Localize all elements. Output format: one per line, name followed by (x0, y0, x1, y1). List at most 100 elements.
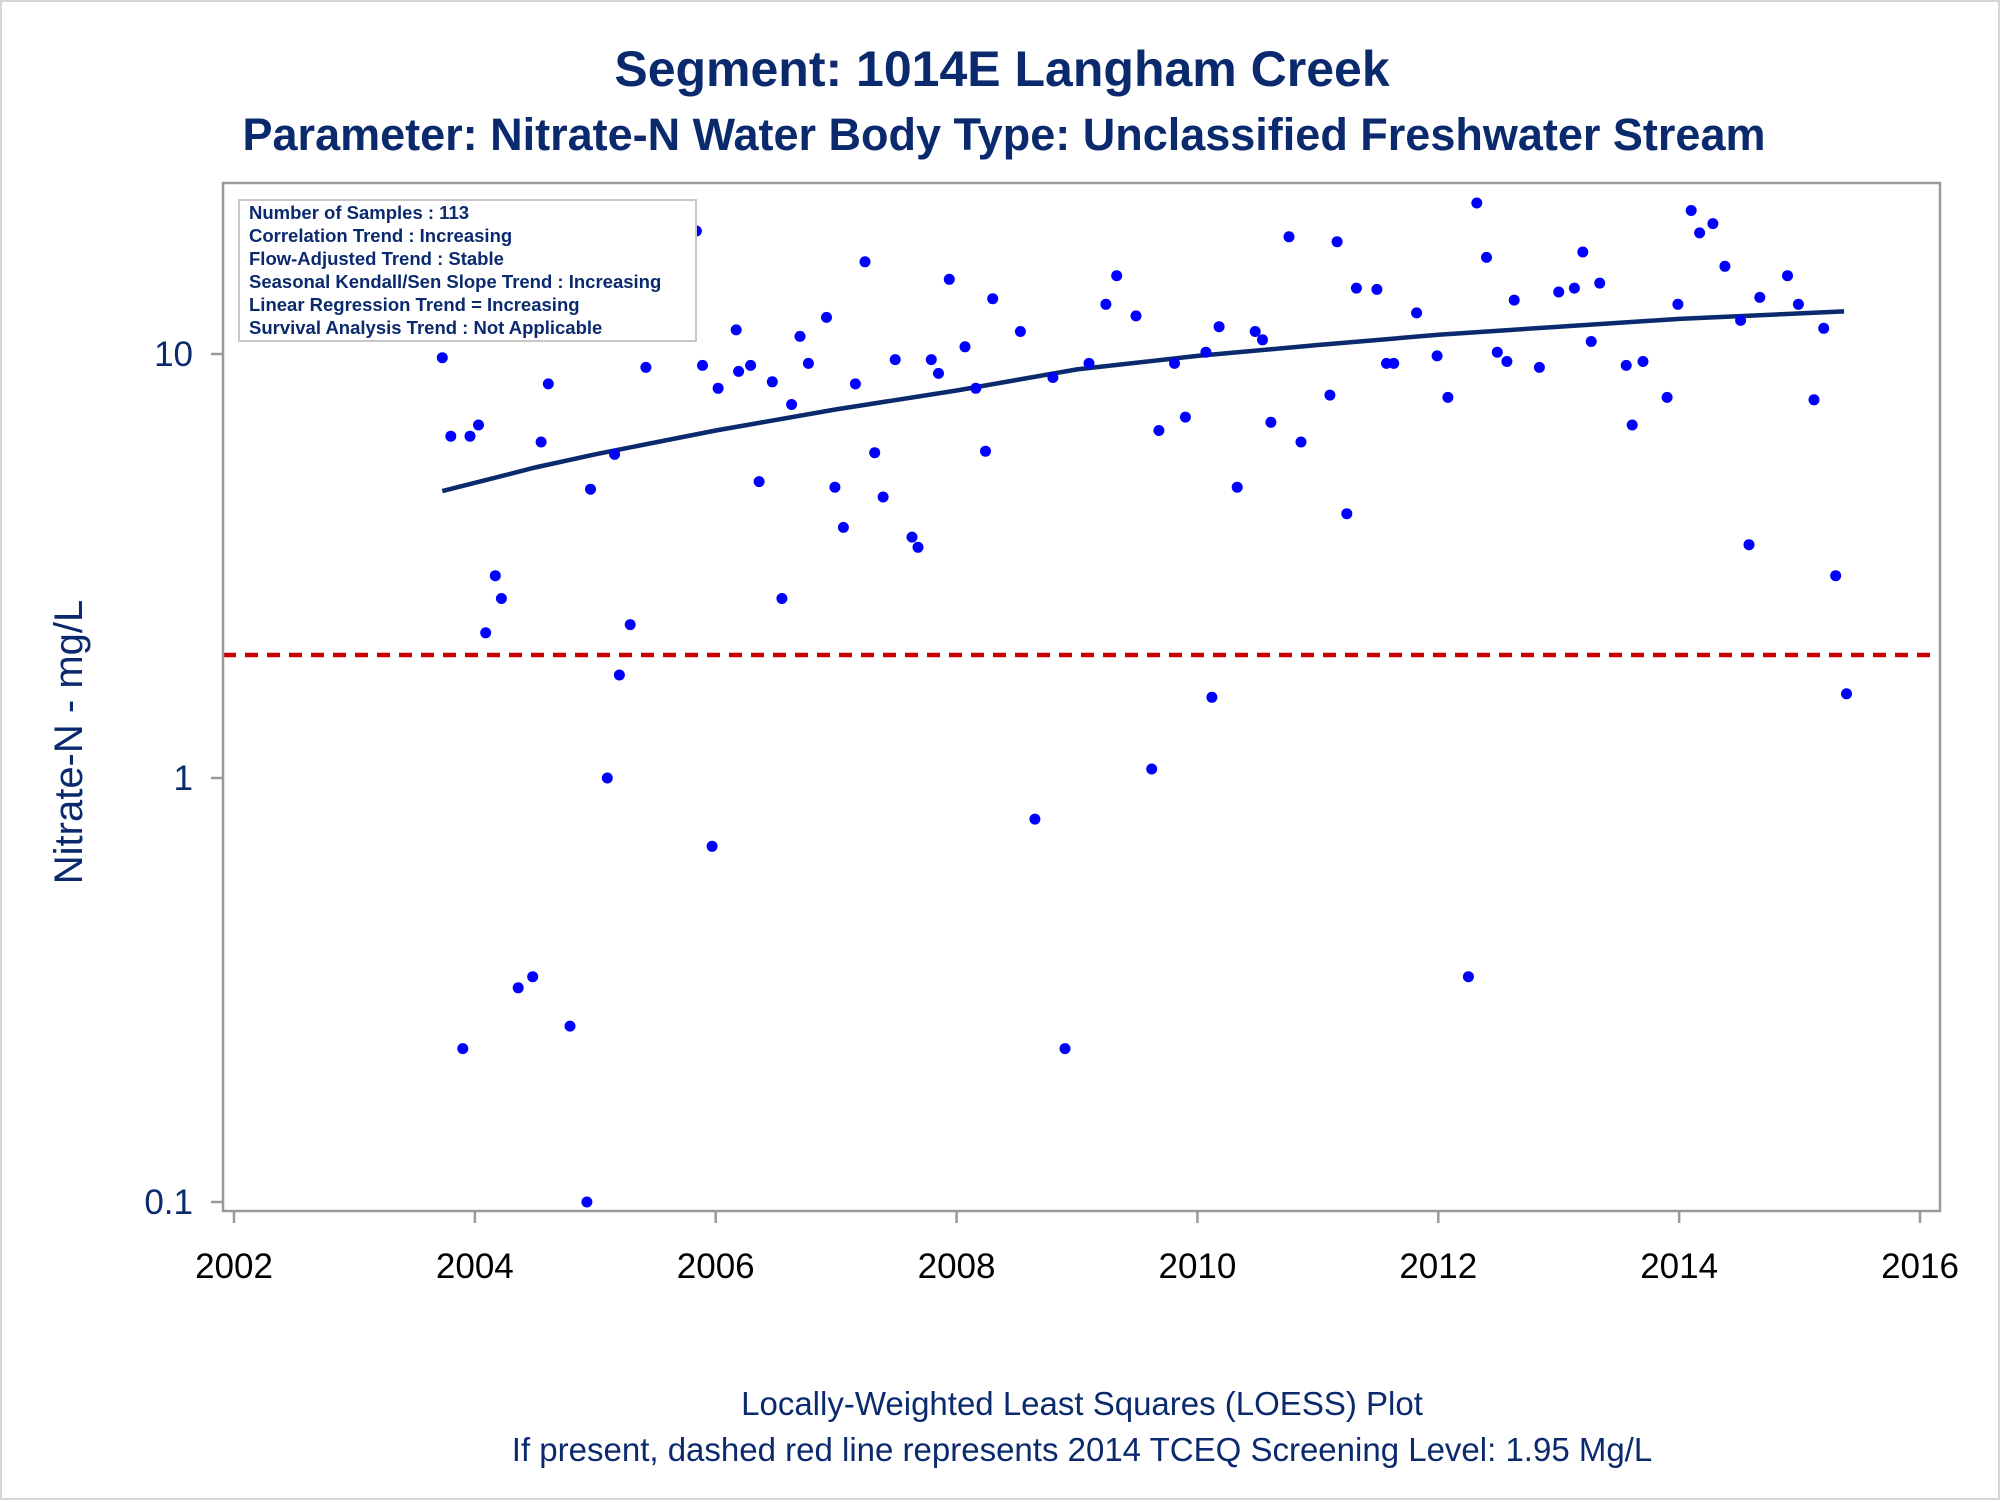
data-point (1661, 391, 1673, 403)
data-point (1568, 282, 1580, 294)
data-point (786, 399, 798, 410)
data-point (1491, 346, 1503, 358)
data-point (980, 445, 991, 457)
data-point (1818, 322, 1830, 334)
inset-line-seasonal-kendall: Seasonal Kendall/Sen Slope Trend : Incre… (249, 271, 661, 292)
data-point (1830, 570, 1842, 582)
inset-line-linear-regression: Linear Regression Trend = Increasing (249, 294, 580, 315)
data-point (1672, 298, 1684, 310)
inset-box (238, 199, 697, 342)
data-point (970, 382, 982, 394)
data-point (912, 541, 924, 553)
data-point (794, 330, 806, 342)
data-point (1637, 356, 1649, 367)
data-point (753, 476, 765, 488)
data-point (1179, 411, 1191, 423)
x-tick-label: 2014 (1640, 1247, 1718, 1286)
inset-line-samples: Number of Samples : 113 (249, 202, 469, 223)
data-point (1782, 270, 1793, 282)
data-point (1153, 425, 1165, 436)
data-point (1471, 197, 1483, 209)
data-point (1411, 307, 1423, 319)
data-point (1694, 227, 1706, 239)
data-point (489, 570, 501, 582)
data-point (464, 430, 476, 442)
y-axis-title: Nitrate-N - mg/L (47, 600, 91, 885)
footnote-loess: Locally-Weighted Least Squares (LOESS) P… (741, 1385, 1423, 1422)
data-point (1111, 270, 1123, 282)
data-point (869, 447, 881, 459)
data-point (889, 354, 901, 366)
data-point (1754, 291, 1766, 303)
loess-trend-line (441, 309, 1845, 494)
data-point (1719, 260, 1731, 272)
footnote-screening-level: If present, dashed red line represents 2… (512, 1431, 1652, 1468)
data-point (1841, 688, 1852, 700)
data-point (933, 367, 944, 379)
data-point (1585, 336, 1597, 347)
inset-line-flow-adjusted: Flow-Adjusted Trend : Stable (249, 248, 504, 269)
data-point (1707, 218, 1719, 230)
data-point (564, 1020, 576, 1032)
data-point (640, 361, 652, 373)
data-point (1735, 314, 1747, 326)
data-point (766, 376, 778, 388)
data-point (733, 365, 745, 377)
inset-line-correlation: Correlation Trend : Increasing (249, 225, 512, 246)
data-point (512, 982, 524, 994)
data-point (535, 436, 547, 448)
data-points (436, 197, 1852, 1208)
data-point (1388, 357, 1400, 369)
x-tick-label: 2012 (1399, 1247, 1477, 1286)
data-point (1431, 350, 1443, 362)
data-point (859, 256, 871, 268)
y-tick-label: 0.1 (144, 1183, 193, 1222)
x-tick-label: 2016 (1881, 1247, 1959, 1286)
data-point (925, 354, 937, 366)
data-point (1213, 321, 1225, 333)
data-point (1481, 251, 1492, 263)
data-point (1501, 356, 1513, 367)
data-point (1442, 391, 1454, 403)
data-point (1283, 231, 1295, 243)
data-point (1130, 310, 1142, 322)
data-point (829, 481, 841, 493)
data-point (1533, 361, 1545, 373)
data-point (706, 840, 718, 852)
data-point (1029, 813, 1041, 825)
data-point (601, 772, 613, 784)
x-tick-label: 2006 (677, 1247, 755, 1286)
data-point (1792, 298, 1804, 310)
data-point (1626, 419, 1638, 431)
data-point (613, 669, 625, 681)
data-point (959, 341, 971, 353)
data-point (1577, 246, 1589, 258)
data-point (1462, 971, 1474, 983)
data-point (1059, 1043, 1071, 1055)
data-point (1206, 691, 1218, 703)
data-point (1257, 334, 1268, 346)
data-point (1324, 389, 1336, 401)
data-point (1265, 416, 1277, 428)
data-point (624, 619, 636, 631)
data-point (730, 324, 742, 336)
data-point (445, 430, 457, 442)
chart-title: Segment: 1014E Langham Creek (614, 41, 1389, 97)
y-axis: 0.1 1 10 (144, 335, 223, 1222)
data-point (1341, 508, 1353, 520)
data-point (1169, 357, 1180, 369)
data-point (495, 593, 507, 604)
data-point (473, 419, 484, 431)
data-point (585, 483, 596, 495)
data-point (837, 521, 849, 533)
data-point (1508, 294, 1520, 306)
data-point (1100, 298, 1112, 310)
data-point (1553, 286, 1565, 298)
data-point (457, 1043, 469, 1055)
x-axis: 2002 2004 2006 2008 2010 2012 2014 2016 (195, 1211, 1959, 1286)
data-point (1249, 326, 1261, 337)
data-point (849, 378, 861, 390)
inset-line-survival-analysis: Survival Analysis Trend : Not Applicable (249, 317, 602, 338)
